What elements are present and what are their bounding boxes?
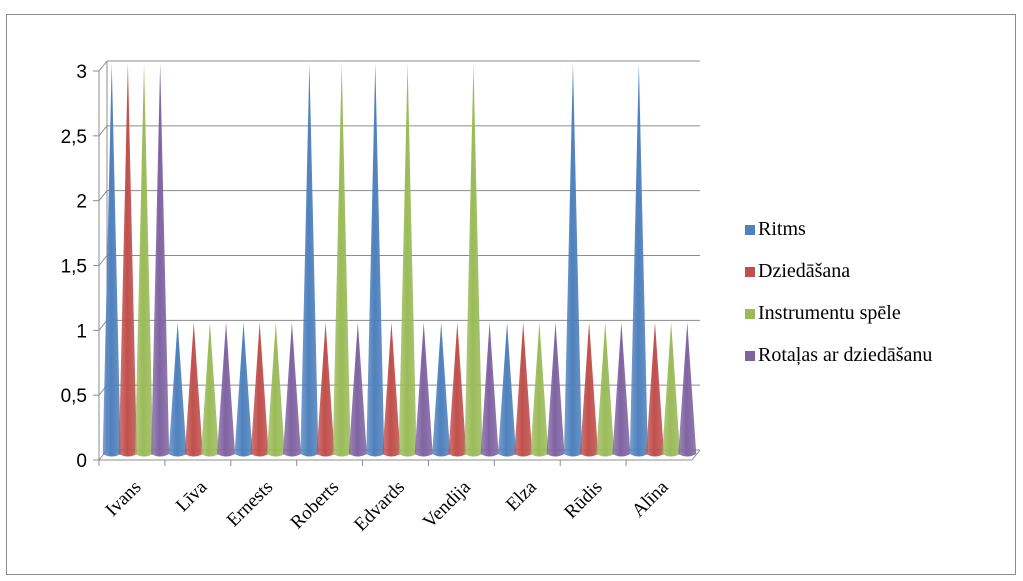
bar-rotaļas-ar-dziedāšanu-3 (348, 322, 367, 457)
chart-legend: Ritms Dziedāšana Instrumentu spēle Rotaļas … (745, 218, 932, 366)
y-tick-label: 1 (76, 321, 87, 342)
bar-instrumentu-spēle-4 (398, 63, 417, 457)
bar-instrumentu-spēle-1 (200, 322, 219, 457)
bar-rotaļas-ar-dziedāšanu-1 (217, 322, 236, 457)
gridline-connector (98, 320, 108, 331)
chart-frame: 0 0,5 1 1,5 2 2,5 3 Ivans Līva Ernests Roberts Edv… (6, 14, 1016, 575)
gridline-connector (98, 125, 108, 137)
bar-instrumentu-spēle-2 (266, 322, 285, 457)
bar-rotaļas-ar-dziedāšanu-4 (414, 322, 433, 457)
bar-dziedāšana-0 (118, 63, 137, 457)
bar-dziedāšana-4 (382, 322, 401, 457)
x-tick-label: Vendija (419, 476, 475, 532)
legend-label: Dziedāšana (758, 260, 850, 282)
legend-label: Rotaļas ar dziedāšanu (758, 344, 932, 366)
bar-dziedāšana-2 (250, 322, 269, 457)
x-tick-label: Edvards (350, 477, 409, 536)
x-tick-label: Alīna (628, 476, 673, 521)
bar-ritms-5 (432, 322, 451, 457)
x-tick-label: Līva (172, 476, 212, 516)
bar-instrumentu-spēle-5 (464, 63, 483, 457)
x-tick-label: Ernests (223, 477, 277, 531)
bar-instrumentu-spēle-0 (135, 63, 154, 457)
bar-rotaļas-ar-dziedāšanu-8 (678, 322, 697, 457)
bar-ritms-3 (300, 63, 319, 457)
legend-label: Instrumentu spēle (758, 302, 901, 324)
bar-dziedāšana-7 (580, 322, 599, 457)
bar-rotaļas-ar-dziedāšanu-6 (546, 322, 565, 457)
y-tick-label: 0 (76, 451, 87, 472)
bar-ritms-2 (234, 322, 253, 457)
y-tick-labels: 0 0,5 1 1,5 2 2,5 3 (61, 62, 87, 472)
bar-instrumentu-spēle-7 (596, 322, 615, 457)
y-tick-label: 3 (76, 62, 87, 83)
x-tick-labels: Ivans Līva Ernests Roberts Edvards Vendija Elz… (102, 476, 673, 535)
bar-dziedāšana-1 (184, 322, 203, 457)
bar-dziedāšana-3 (316, 322, 335, 457)
bar-ritms-7 (563, 63, 582, 457)
bar-ritms-0 (102, 63, 121, 457)
x-tick-label: Ivans (102, 477, 146, 521)
bar-dziedāšana-5 (448, 322, 467, 457)
x-tick-label: Elza (502, 476, 541, 515)
gridline-connector (98, 255, 108, 266)
legend-swatch (745, 225, 755, 235)
bar-ritms-6 (498, 322, 517, 457)
legend-swatch (745, 267, 755, 277)
bar-rotaļas-ar-dziedāšanu-5 (480, 322, 499, 457)
y-tick-label: 1,5 (61, 257, 87, 278)
bar-dziedāšana-6 (514, 322, 533, 457)
bar-instrumentu-spēle-3 (332, 63, 351, 457)
bar-rotaļas-ar-dziedāšanu-2 (282, 322, 301, 457)
gridline-connector (98, 190, 108, 201)
gridline-connector (98, 60, 108, 72)
bar-ritms-1 (168, 322, 187, 457)
legend-label: Ritms (758, 218, 806, 240)
x-tick-label: Rūdis (560, 477, 606, 523)
legend-swatch (745, 351, 755, 361)
chart-svg: 0 0,5 1 1,5 2 2,5 3 Ivans Līva Ernests Roberts Edv… (61, 60, 932, 536)
y-tick-label: 2 (76, 192, 87, 213)
y-tick-label: 0,5 (61, 386, 87, 407)
chart-bars (102, 63, 697, 457)
bar-instrumentu-spēle-8 (662, 322, 681, 457)
floor-edge (691, 449, 701, 461)
bar-ritms-4 (366, 63, 385, 457)
x-tick-label: Roberts (287, 477, 344, 534)
bar-ritms-8 (629, 63, 648, 457)
bar-rotaļas-ar-dziedāšanu-7 (612, 322, 631, 457)
bar-rotaļas-ar-dziedāšanu-0 (151, 63, 170, 457)
bar-dziedāšana-8 (645, 322, 664, 457)
legend-swatch (745, 309, 755, 319)
bar-instrumentu-spēle-6 (530, 322, 549, 457)
y-tick-label: 2,5 (61, 127, 87, 148)
